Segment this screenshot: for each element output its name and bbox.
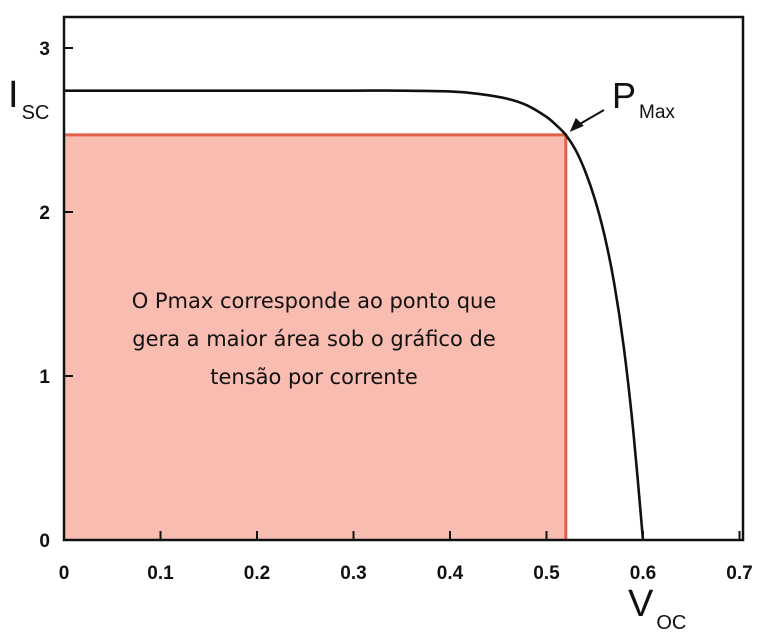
- x-tick-label: 0.3: [340, 563, 366, 584]
- plot-frame: [62, 15, 745, 542]
- y-tick-label: 1: [39, 367, 50, 388]
- y-tick-label: 3: [39, 39, 50, 60]
- x-tick-label: 0.7: [726, 563, 752, 584]
- iv-curve-line: [64, 89, 645, 541]
- annotation-line: gera a maior área sob o gráfico de: [132, 327, 496, 351]
- y-tick-label: 0: [39, 531, 50, 552]
- x-tick-label: 0.5: [533, 563, 560, 584]
- x-tick-label: 0: [59, 563, 70, 584]
- x-tick-label: 0.6: [630, 563, 656, 584]
- annotation-line: tensão por corrente: [210, 365, 418, 389]
- pmax-label: P Max: [612, 75, 675, 123]
- x-tick-label: 0.2: [244, 563, 270, 584]
- annotation-line: O Pmax corresponde ao ponto que: [132, 289, 497, 313]
- x-tick-label: 0.1: [147, 563, 174, 584]
- pmax-arrowhead: [569, 117, 584, 132]
- x-axis-symbol: V OC: [628, 583, 686, 634]
- y-tick-label: 2: [39, 203, 50, 224]
- x-tick-label: 0.4: [437, 563, 464, 584]
- y-axis-symbol: I SC: [8, 74, 49, 124]
- max-power-area: [64, 134, 566, 541]
